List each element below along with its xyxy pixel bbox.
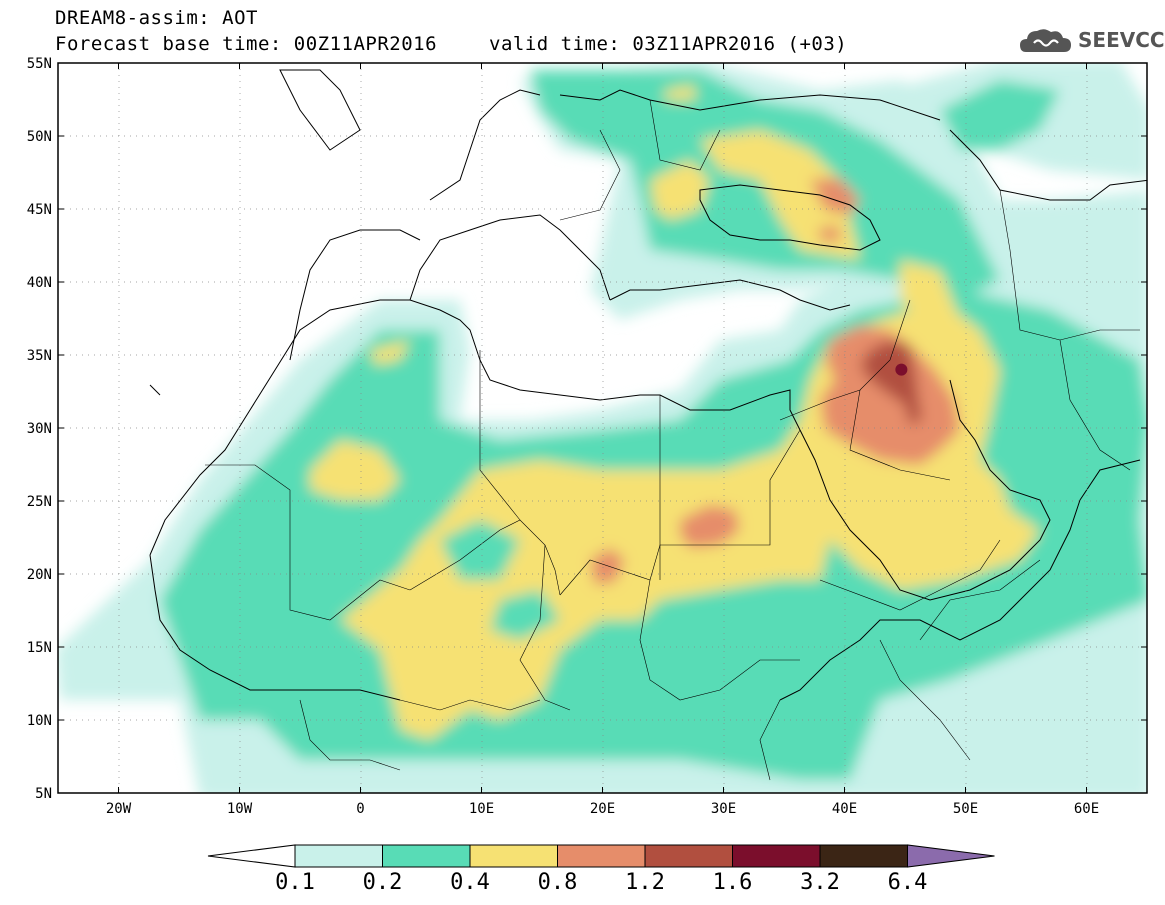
borders	[205, 99, 1140, 781]
colorbar-swatch	[644, 844, 733, 868]
colorbar-swatch	[732, 844, 821, 868]
colorbar-level-label: 1.6	[712, 870, 753, 895]
lat-label: 45N	[27, 202, 52, 218]
lat-label: 25N	[27, 494, 52, 510]
colorbar-swatch	[382, 844, 471, 868]
lat-label: 5N	[35, 786, 52, 802]
aot-field	[58, 63, 1147, 793]
lon-label: 50E	[953, 801, 978, 817]
lon-label: 20W	[106, 801, 132, 817]
lat-label: 40N	[27, 275, 52, 291]
lon-label: 30E	[711, 801, 736, 817]
lat-label: 20N	[27, 567, 52, 583]
logo-text: SEEVCCC	[1078, 28, 1165, 52]
colorbar-swatch	[557, 844, 646, 868]
colorbar-level-label: 0.2	[362, 870, 403, 895]
colorbar-level-label: 0.1	[275, 870, 315, 895]
axis-ticks	[58, 62, 1147, 794]
colorbar-swatch	[294, 844, 383, 868]
lon-label: 0	[356, 801, 364, 817]
colorbar	[207, 844, 995, 868]
forecast-times: Forecast base time: 00Z11APR2016 valid ti…	[55, 33, 847, 55]
base-time: Forecast base time: 00Z11APR2016	[55, 33, 438, 55]
latitude-labels: 55N 50N 45N 40N 35N 30N 25N 20N 15N 10N 5N	[27, 56, 52, 802]
cloud-icon	[1020, 29, 1071, 52]
lon-label: 20E	[590, 801, 615, 817]
colorbar-level-label: 0.4	[450, 870, 490, 895]
colorbar-level-label: 6.4	[887, 870, 928, 895]
colorbar-level-label: 3.2	[800, 870, 840, 895]
lat-label: 15N	[27, 640, 52, 656]
lat-label: 55N	[27, 56, 52, 72]
lat-label: 50N	[27, 129, 52, 145]
coastlines	[149, 69, 1147, 701]
colorbar-swatch	[469, 844, 558, 868]
colorbar-level-label: 0.8	[537, 870, 578, 895]
longitude-labels: 20W 10W 0 10E 20E 30E 40E 50E 60E	[106, 801, 1099, 817]
valid-time: valid time: 03Z11APR2016 (+03)	[489, 33, 848, 55]
colorbar-level-label: 1.2	[625, 870, 665, 895]
lon-label: 40E	[832, 801, 857, 817]
lat-label: 30N	[27, 421, 52, 437]
lat-label: 35N	[27, 348, 52, 364]
lon-label: 10E	[469, 801, 494, 817]
map-title: DREAM8-assim: AOT	[55, 7, 258, 29]
colorbar-labels: 0.1 0.2 0.4 0.8 1.2 1.6 3.2 6.4	[0, 870, 1165, 900]
colorbar-min-arrow	[207, 844, 296, 868]
aot-peak-marker	[895, 363, 908, 376]
lat-label: 10N	[27, 713, 52, 729]
lon-label: 60E	[1074, 801, 1099, 817]
seevccc-logo: SEEVCCC	[1018, 24, 1165, 58]
colorbar-swatch	[819, 844, 908, 868]
lon-label: 10W	[227, 801, 253, 817]
colorbar-max-arrow	[907, 844, 995, 868]
